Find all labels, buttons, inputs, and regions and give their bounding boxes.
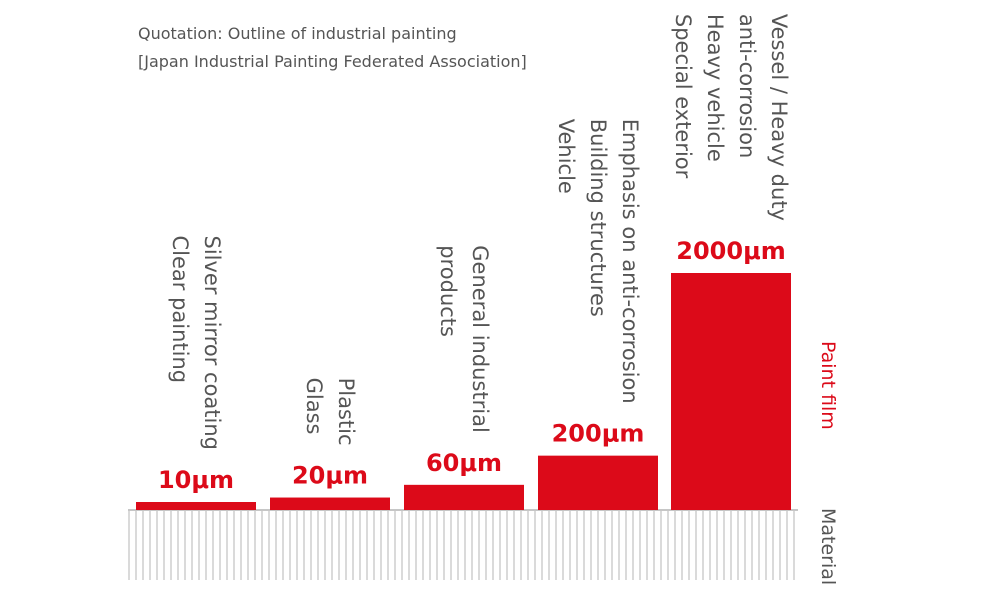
category-label-2-line-2: Glass bbox=[302, 378, 326, 435]
category-label-3-line-2: products bbox=[436, 245, 460, 337]
category-label-2-line-1: Plastic bbox=[334, 378, 358, 446]
bar-2 bbox=[270, 497, 390, 510]
value-label-4: 200μm bbox=[552, 420, 645, 448]
bar-1 bbox=[136, 502, 256, 510]
value-label-5: 2000μm bbox=[676, 237, 785, 265]
value-label-3: 60μm bbox=[426, 449, 502, 477]
category-label-4-line-3: Vehicle bbox=[554, 119, 578, 194]
material-hatching bbox=[128, 511, 795, 580]
bar-group: 10μm Silver mirror coating Clear painting 2… bbox=[136, 14, 791, 510]
category-label-5-line-1: Vessel / Heavy duty bbox=[767, 14, 791, 221]
value-label-2: 20μm bbox=[292, 462, 368, 490]
category-label-5-line-3: Heavy vehicle bbox=[703, 14, 727, 162]
category-label-5-line-4: Special exterior bbox=[671, 14, 695, 179]
quotation-line-2: [Japan Industrial Painting Federated Ass… bbox=[138, 52, 527, 71]
paint-film-label: Paint film bbox=[817, 341, 839, 430]
value-label-1: 10μm bbox=[158, 466, 234, 494]
bar-5 bbox=[671, 273, 791, 510]
category-label-4-line-1: Emphasis on anti-corrosion bbox=[618, 119, 642, 404]
category-label-5-line-2: anti-corrosion bbox=[735, 14, 759, 158]
category-label-1-line-2: Clear painting bbox=[168, 235, 192, 383]
category-label-1-line-1: Silver mirror coating bbox=[200, 235, 224, 450]
bar-4 bbox=[538, 455, 658, 510]
category-label-4-line-2: Building structures bbox=[586, 119, 610, 317]
category-label-3-line-1: General industrial bbox=[468, 245, 492, 433]
quotation-line-1: Quotation: Outline of industrial paintin… bbox=[138, 24, 457, 43]
material-label: Material bbox=[817, 508, 839, 585]
bar-3 bbox=[404, 484, 524, 510]
